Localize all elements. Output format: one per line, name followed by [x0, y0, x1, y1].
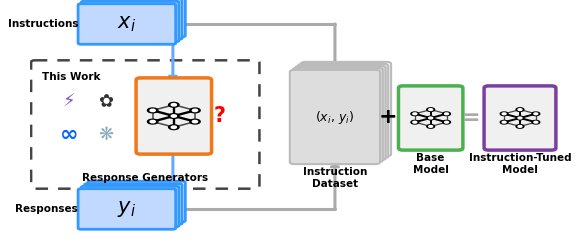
Circle shape — [444, 113, 449, 115]
Circle shape — [169, 114, 179, 118]
FancyBboxPatch shape — [136, 78, 212, 154]
FancyBboxPatch shape — [398, 86, 463, 150]
Circle shape — [502, 121, 506, 123]
FancyBboxPatch shape — [484, 86, 556, 150]
FancyBboxPatch shape — [88, 0, 186, 37]
FancyBboxPatch shape — [81, 1, 179, 42]
Circle shape — [171, 115, 176, 117]
Circle shape — [516, 116, 524, 120]
Circle shape — [171, 104, 176, 106]
Circle shape — [429, 117, 432, 119]
Circle shape — [516, 108, 524, 111]
Text: This Work: This Work — [42, 72, 101, 82]
Text: $\boldsymbol{\mathit{y}}_i$: $\boldsymbol{\mathit{y}}_i$ — [117, 199, 136, 219]
Circle shape — [413, 121, 417, 123]
Circle shape — [171, 126, 176, 128]
Text: ?: ? — [214, 106, 226, 126]
Text: $\boldsymbol{\mathit{x}}_i$: $\boldsymbol{\mathit{x}}_i$ — [117, 14, 136, 34]
Text: ✿: ✿ — [98, 93, 113, 111]
Text: Instruction
Dataset: Instruction Dataset — [303, 167, 367, 189]
Circle shape — [427, 125, 435, 128]
Circle shape — [150, 120, 155, 123]
Text: Responses: Responses — [16, 204, 78, 214]
Circle shape — [444, 121, 449, 123]
Circle shape — [427, 108, 435, 111]
Circle shape — [500, 112, 508, 116]
Circle shape — [192, 109, 198, 112]
Circle shape — [502, 113, 506, 115]
Circle shape — [532, 121, 540, 124]
Circle shape — [427, 116, 435, 120]
FancyBboxPatch shape — [84, 184, 182, 224]
Circle shape — [443, 121, 450, 124]
Circle shape — [169, 125, 179, 130]
Circle shape — [411, 112, 418, 116]
Circle shape — [190, 108, 200, 113]
Circle shape — [147, 108, 158, 113]
Circle shape — [443, 112, 450, 116]
Text: +: + — [379, 107, 398, 127]
FancyBboxPatch shape — [88, 181, 186, 222]
Text: ⚡: ⚡ — [62, 93, 75, 111]
Text: Response Generators: Response Generators — [82, 173, 208, 183]
Circle shape — [169, 102, 179, 107]
Circle shape — [413, 113, 417, 115]
Circle shape — [518, 117, 522, 119]
Circle shape — [429, 125, 432, 127]
Circle shape — [147, 119, 158, 124]
Circle shape — [518, 125, 522, 127]
FancyBboxPatch shape — [78, 189, 176, 229]
Text: =: = — [462, 108, 480, 128]
Circle shape — [500, 121, 508, 124]
Text: Base
Model: Base Model — [413, 153, 449, 175]
FancyBboxPatch shape — [78, 4, 176, 44]
FancyBboxPatch shape — [292, 68, 383, 162]
Text: ❋: ❋ — [98, 126, 113, 144]
FancyBboxPatch shape — [298, 64, 388, 158]
Circle shape — [150, 109, 155, 112]
Circle shape — [516, 125, 524, 128]
Text: Instructions: Instructions — [8, 19, 78, 29]
Circle shape — [411, 121, 418, 124]
Circle shape — [192, 120, 198, 123]
FancyBboxPatch shape — [301, 62, 391, 156]
FancyBboxPatch shape — [290, 70, 380, 164]
Circle shape — [190, 119, 200, 124]
Circle shape — [532, 112, 540, 116]
Circle shape — [534, 113, 538, 115]
FancyBboxPatch shape — [81, 186, 179, 227]
Text: ∞: ∞ — [60, 125, 78, 145]
Circle shape — [429, 109, 432, 111]
Circle shape — [518, 109, 522, 111]
Circle shape — [534, 121, 538, 123]
FancyBboxPatch shape — [84, 0, 182, 39]
Text: $(x_i,\, y_i)$: $(x_i,\, y_i)$ — [315, 109, 355, 125]
Text: Instruction-Tuned
Model: Instruction-Tuned Model — [469, 153, 571, 175]
FancyBboxPatch shape — [295, 66, 386, 160]
